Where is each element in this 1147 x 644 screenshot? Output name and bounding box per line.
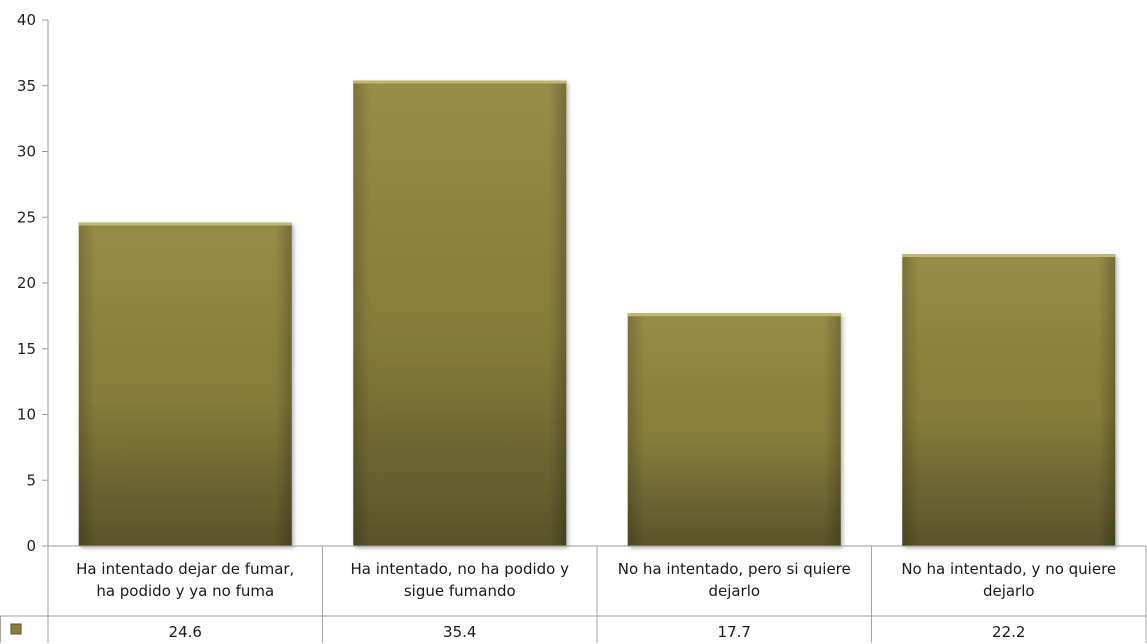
category-label-line: Ha intentado dejar de fumar, [76, 560, 294, 578]
category-label: No ha intentado, pero si quiere dejarlo [618, 560, 851, 600]
value-label: 22.2 [992, 623, 1025, 641]
y-tick-label: 0 [26, 537, 36, 555]
bar-shading [902, 254, 1116, 546]
category-label: No ha intentado, y no quiere dejarlo [901, 560, 1116, 600]
bar-shading [353, 80, 567, 547]
y-axis: 0 5 10 15 20 25 30 35 40 [17, 11, 49, 555]
bar-group [902, 254, 1116, 546]
category-label-line: dejarlo [708, 582, 760, 600]
bar-top-highlight [353, 80, 567, 84]
y-tick-label: 30 [17, 143, 36, 161]
bar-top-highlight [78, 222, 292, 226]
y-tick-label: 10 [17, 406, 36, 424]
bar-shading [627, 313, 841, 546]
y-tick-label: 20 [17, 274, 36, 292]
bar-group [353, 80, 567, 547]
bar-top-highlight [902, 254, 1116, 258]
data-table: Ha intentado dejar de fumar, ha podido y … [0, 546, 1147, 643]
value-label: 17.7 [718, 623, 751, 641]
bar-group [78, 222, 292, 546]
bars [48, 80, 1146, 547]
y-tick-label: 15 [17, 340, 36, 358]
bar-shading [78, 222, 292, 546]
y-tick-label: 25 [17, 208, 36, 226]
y-tick-label: 5 [26, 471, 36, 489]
category-label-line: sigue fumando [404, 582, 516, 600]
legend-key [10, 623, 22, 635]
category-label: Ha intentado, no ha podido y sigue fumand… [351, 560, 570, 600]
bar-group [627, 313, 841, 546]
y-tick-label: 35 [17, 77, 36, 95]
y-tick-label: 40 [17, 11, 36, 29]
category-label-line: dejarlo [983, 582, 1035, 600]
category-label-line: ha podido y ya no fuma [96, 582, 274, 600]
category-label-line: Ha intentado, no ha podido y [351, 560, 570, 578]
value-label: 24.6 [169, 623, 202, 641]
bar-top-highlight [627, 313, 841, 317]
value-label: 35.4 [443, 623, 476, 641]
category-label-line: No ha intentado, y no quiere [901, 560, 1116, 578]
category-label: Ha intentado dejar de fumar, ha podido y … [76, 560, 294, 600]
category-label-line: No ha intentado, pero si quiere [618, 560, 851, 578]
